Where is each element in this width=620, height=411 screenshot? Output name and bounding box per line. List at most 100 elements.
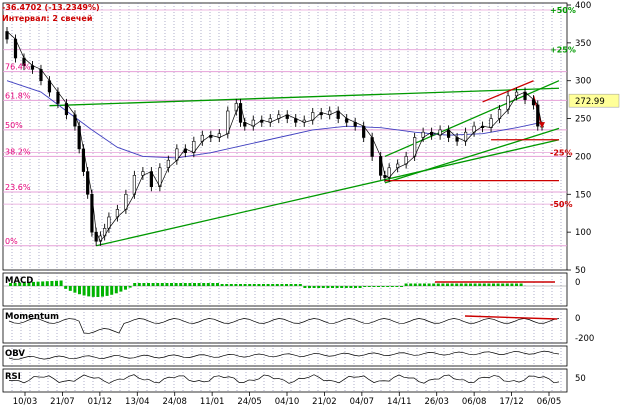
indicator-panel-label: Momentum xyxy=(5,312,59,322)
macd-bar xyxy=(510,283,514,286)
macd-bar xyxy=(317,286,321,288)
macd-bar xyxy=(142,283,146,286)
macd-bar xyxy=(91,286,95,297)
macd-bar xyxy=(280,284,284,286)
macd-bar xyxy=(183,283,187,286)
macd-bar xyxy=(321,286,325,288)
indicator-panel-frame xyxy=(2,368,568,393)
macd-bar xyxy=(455,283,459,286)
macd-bar xyxy=(390,286,394,287)
macd-bar xyxy=(211,283,215,286)
macd-bar xyxy=(239,284,242,286)
macd-bar xyxy=(312,286,316,288)
macd-bar xyxy=(174,283,178,286)
macd-bar xyxy=(335,286,339,288)
macd-bar xyxy=(248,284,252,286)
macd-bar xyxy=(114,286,118,294)
macd-bar xyxy=(137,283,141,286)
price-panel-frame xyxy=(2,2,568,271)
macd-bar xyxy=(404,283,408,286)
x-tick-label: 21/02 xyxy=(312,397,337,407)
macd-bar xyxy=(13,282,17,286)
macd-bar xyxy=(395,286,399,287)
macd-bar xyxy=(515,283,518,286)
indicator-y-tick-label: -200 xyxy=(575,334,594,344)
macd-bar xyxy=(55,280,58,286)
macd-bar xyxy=(450,283,454,286)
macd-bar xyxy=(432,283,436,286)
macd-bar xyxy=(487,283,491,286)
obv-line xyxy=(8,350,560,360)
macd-bar xyxy=(252,284,256,286)
macd-bar xyxy=(262,284,265,286)
fib-level-label: 23.6% xyxy=(5,183,31,192)
macd-bar xyxy=(32,281,35,286)
macd-bar xyxy=(298,284,302,286)
fib-level-label: 0% xyxy=(5,237,18,246)
percent-level-label: -50% xyxy=(550,200,572,209)
x-tick-label: 21/07 xyxy=(50,397,75,407)
macd-bar xyxy=(326,286,330,288)
macd-bar xyxy=(289,284,293,286)
macd-bar xyxy=(446,283,449,286)
trendline xyxy=(49,87,560,107)
macd-bar xyxy=(386,286,390,287)
x-tick-label: 04/10 xyxy=(275,397,300,407)
trendline xyxy=(384,127,560,184)
macd-bar xyxy=(160,283,164,286)
fib-level-label: 61.8% xyxy=(5,91,31,100)
x-tick-label: 24/08 xyxy=(162,397,187,407)
indicator-panel-frame xyxy=(2,345,568,367)
macd-bar xyxy=(73,286,77,293)
macd-bar xyxy=(45,281,49,286)
macd-bar xyxy=(188,283,192,286)
macd-bar xyxy=(257,284,261,286)
macd-bar xyxy=(197,283,201,286)
macd-bar xyxy=(133,283,137,286)
macd-bar xyxy=(423,283,426,286)
x-tick-label: 17/12 xyxy=(499,397,524,407)
macd-bar xyxy=(50,280,54,286)
y-tick-label: 150 xyxy=(575,190,591,200)
macd-bar xyxy=(193,283,196,286)
macd-bar xyxy=(147,283,150,286)
x-tick-label: 26/03 xyxy=(424,397,449,407)
macd-bar xyxy=(519,283,523,286)
fib-level-label: 76.4% xyxy=(5,63,31,72)
macd-bar xyxy=(367,286,371,287)
x-tick-label: 14/11 xyxy=(387,397,412,407)
macd-bar xyxy=(436,283,440,286)
y-tick-label: 100 xyxy=(575,228,591,238)
x-tick-label: 04/07 xyxy=(350,397,375,407)
macd-bar xyxy=(331,286,334,288)
macd-bar xyxy=(400,286,403,287)
indicator-y-tick-label: 0 xyxy=(575,314,580,324)
macd-bar xyxy=(271,284,275,286)
macd-bar xyxy=(496,283,500,286)
x-tick-label: 24/05 xyxy=(237,397,262,407)
macd-bar xyxy=(501,283,505,286)
macd-bar xyxy=(216,283,219,286)
y-tick-label: 400 xyxy=(575,1,591,11)
fib-level-label: 50% xyxy=(5,121,23,130)
macd-bar xyxy=(110,286,114,295)
macd-bar xyxy=(202,283,206,286)
indicator-panel-label: RSI xyxy=(5,372,21,382)
macd-bar xyxy=(225,284,229,286)
macd-bar xyxy=(87,286,91,297)
y-tick-label: 200 xyxy=(575,152,591,162)
x-tick-label: 10/03 xyxy=(13,397,38,407)
indicator-y-tick-label: 50 xyxy=(575,374,586,384)
macd-bar xyxy=(156,283,160,286)
y-tick-label: 50 xyxy=(575,266,586,276)
macd-bar xyxy=(478,283,482,286)
macd-bar xyxy=(170,283,173,286)
macd-bar xyxy=(220,284,224,286)
macd-bar xyxy=(275,284,279,286)
interval-readout: Интервал: 2 свечей xyxy=(2,14,92,23)
x-tick-label: 13/04 xyxy=(125,397,150,407)
macd-bar xyxy=(151,283,155,286)
macd-bar xyxy=(340,286,344,288)
momentum-line xyxy=(8,318,560,334)
